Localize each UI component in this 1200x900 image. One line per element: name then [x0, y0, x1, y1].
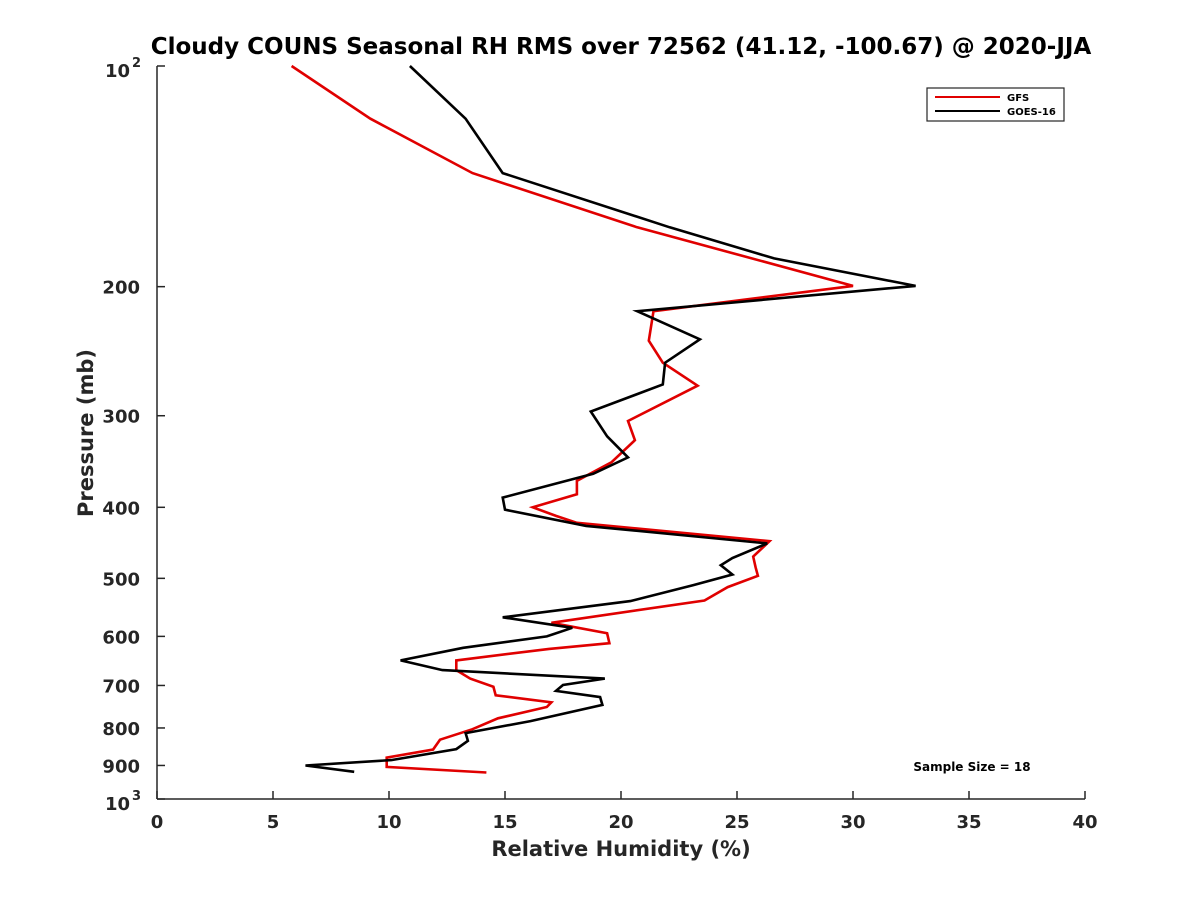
y-tick-label: 10 3: [105, 789, 141, 815]
y-tick-label-base: 10: [105, 61, 130, 82]
x-tick-label: 10: [376, 812, 401, 833]
y-tick-label: 200: [102, 278, 140, 299]
y-tick-label: 300: [102, 407, 140, 428]
x-tick-label: 15: [492, 812, 517, 833]
y-tick-label: 600: [102, 627, 140, 648]
x-tick-label: 25: [724, 812, 749, 833]
y-tick-label-exponent: 2: [132, 56, 141, 71]
y-tick-label: 500: [102, 569, 140, 590]
legend: GFS GOES-16: [926, 87, 1065, 122]
y-tick-label: 700: [102, 676, 140, 697]
legend-label-gfs: GFS: [1007, 93, 1029, 104]
y-tick-label-exponent: 3: [132, 789, 141, 804]
x-tick-label: 0: [151, 812, 164, 833]
series-line-goes16: [305, 65, 916, 774]
y-tick-label: 900: [102, 756, 140, 777]
x-tick-label: 20: [608, 812, 633, 833]
sample-size-annotation: Sample Size = 18: [913, 760, 1030, 774]
y-tick-label: 10 2: [105, 56, 141, 82]
legend-label-goes16: GOES-16: [1007, 107, 1056, 118]
series-layer: [290, 64, 916, 774]
legend-box: [926, 87, 1065, 122]
plot-area: 0 5 10 15 20 25 30 35 40 10 220030040050060070080…: [102, 56, 1097, 833]
series-line-gfs: [290, 64, 854, 774]
chart-title: Cloudy COUNS Seasonal RH RMS over 72562 …: [151, 34, 1092, 60]
x-tick-label: 40: [1072, 812, 1097, 833]
y-axis-label: Pressure (mb): [74, 349, 98, 517]
y-tick-label: 800: [102, 719, 140, 740]
x-tick-label: 35: [956, 812, 981, 833]
y-tick-label-base: 10: [105, 794, 130, 815]
x-axis-ticks: 0 5 10 15 20 25 30 35 40: [151, 791, 1098, 833]
x-tick-label: 5: [267, 812, 280, 833]
x-tick-label: 30: [840, 812, 865, 833]
x-axis-label: Relative Humidity (%): [491, 837, 750, 861]
y-tick-label: 400: [102, 498, 140, 519]
